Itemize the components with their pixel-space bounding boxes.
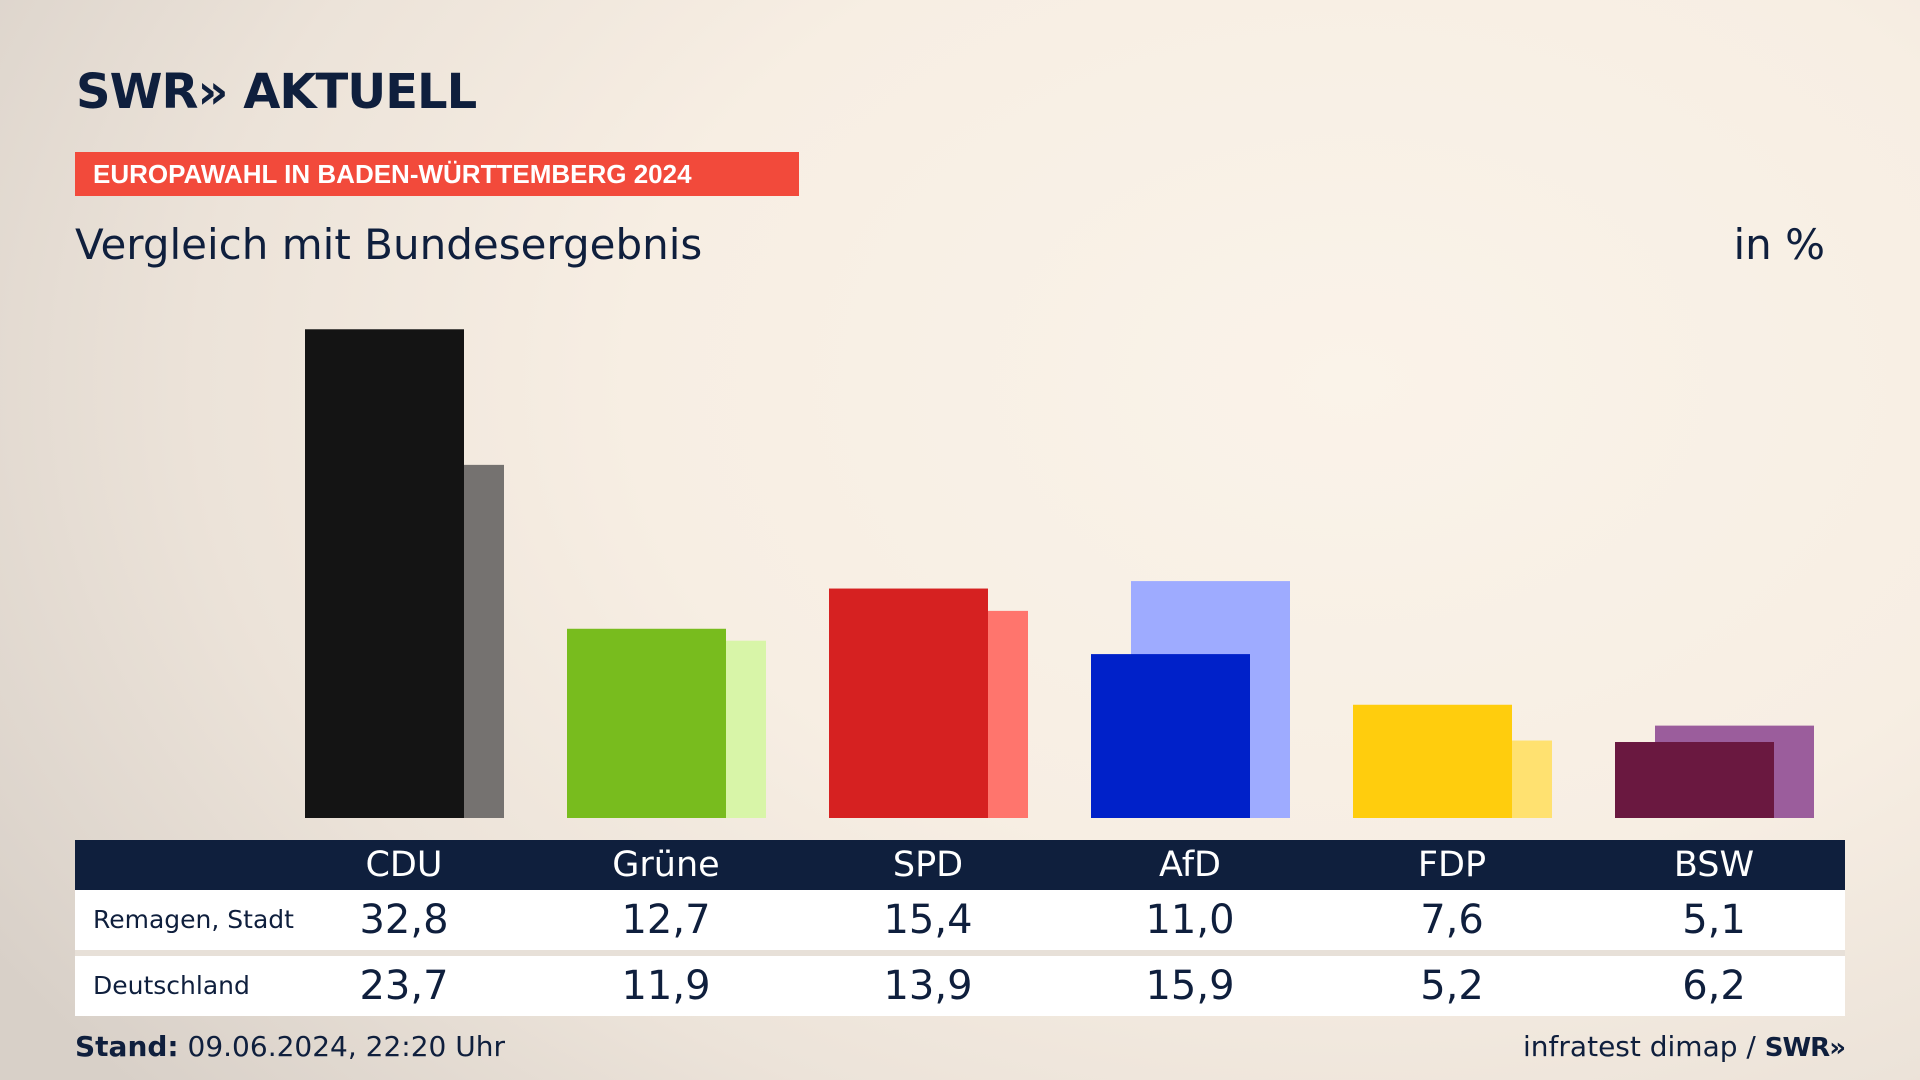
table-cell: 11,0 — [1145, 897, 1235, 943]
table-cell: 5,2 — [1420, 963, 1484, 1009]
table-cell: 7,6 — [1420, 897, 1484, 943]
table-cell: 32,8 — [359, 897, 449, 943]
bar-remagen-cdu — [305, 329, 464, 818]
table-header: CDU Grüne SPD AfD FDP BSW — [75, 840, 1845, 890]
stand-timestamp: Stand: 09.06.2024, 22:20 Uhr — [75, 1030, 505, 1063]
source-text: infratest dimap / — [1523, 1030, 1756, 1063]
table-cell: 5,1 — [1682, 897, 1746, 943]
kicker-banner: EUROPAWAHL IN BADEN-WÜRTTEMBERG 2024 — [75, 152, 799, 196]
header-bsw: BSW — [1673, 845, 1755, 885]
table-cell: 11,9 — [621, 963, 711, 1009]
bar-remagen-fdp — [1353, 704, 1512, 818]
swr-aktuell-logo: SWR» AKTUELL — [76, 64, 477, 120]
swr-small-logo: SWR» — [1764, 1033, 1846, 1063]
table-cell: 23,7 — [359, 963, 449, 1009]
table-cell: 12,7 — [621, 897, 711, 943]
table-cell: 15,4 — [883, 897, 973, 943]
source-credit: infratest dimap / SWR» — [1523, 1030, 1846, 1063]
header-cdu: CDU — [365, 845, 443, 885]
table-row: Remagen, Stadt 32,8 12,7 15,4 11,0 7,6 5… — [75, 890, 1845, 956]
header-fdp: FDP — [1417, 845, 1487, 885]
unit-label: in % — [1733, 220, 1825, 269]
stand-label: Stand: — [75, 1030, 179, 1063]
chart-title: Vergleich mit Bundesergebnis — [75, 220, 703, 269]
results-table: CDU Grüne SPD AfD FDP BSW Remagen, Stadt… — [75, 840, 1845, 1016]
bar-remagen-spd — [829, 588, 988, 818]
table-row: Deutschland 23,7 11,9 13,9 15,9 5,2 6,2 — [75, 956, 1845, 1016]
bar-remagen-afd — [1091, 654, 1250, 818]
row-label: Remagen, Stadt — [93, 905, 294, 934]
header-afd: AfD — [1159, 845, 1221, 885]
stand-value: 09.06.2024, 22:20 Uhr — [187, 1030, 505, 1063]
table-cell: 13,9 — [883, 963, 973, 1009]
bar-remagen-gruene — [567, 628, 726, 818]
header-spd: SPD — [892, 845, 964, 885]
row-label: Deutschland — [93, 971, 250, 1000]
table-cell: 15,9 — [1145, 963, 1235, 1009]
header-gruene: Grüne — [612, 845, 720, 885]
table-cell: 6,2 — [1682, 963, 1746, 1009]
bar-remagen-bsw — [1615, 742, 1774, 818]
